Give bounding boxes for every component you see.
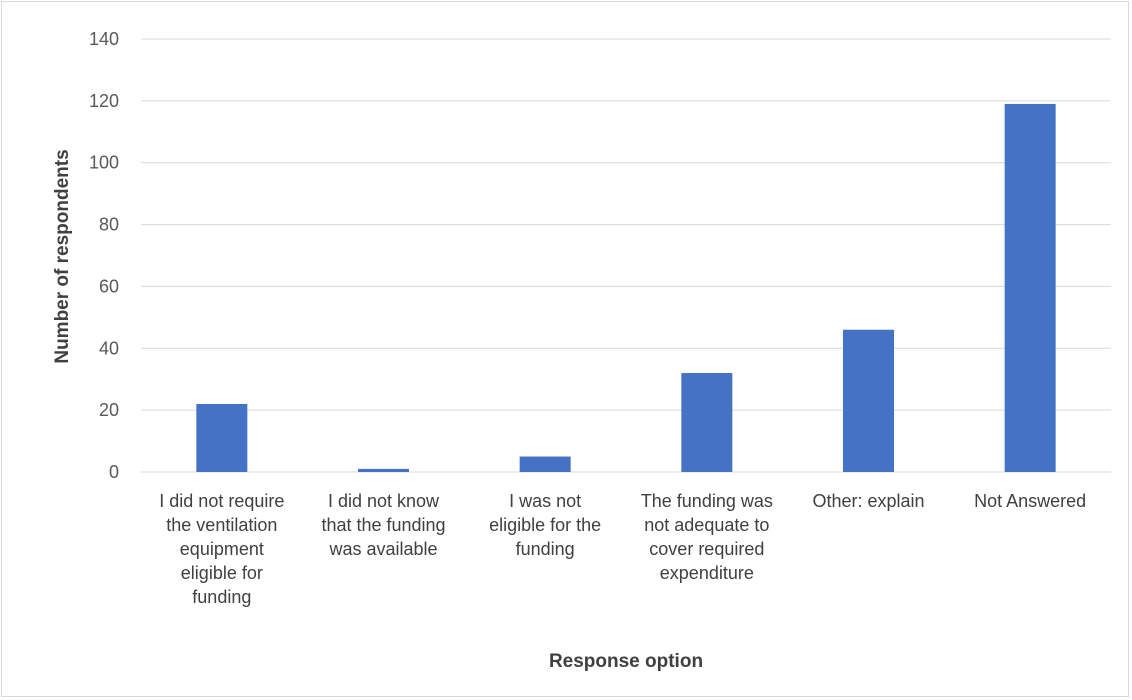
y-tick-label: 80 — [99, 215, 119, 235]
x-category-label-line: Other: explain — [812, 491, 924, 511]
x-category-label-line: not adequate to — [644, 515, 769, 535]
bar — [681, 373, 733, 472]
bar — [196, 403, 248, 472]
x-category-label: Not Answered — [974, 491, 1086, 511]
x-category-label-line: eligible for the — [489, 515, 601, 535]
x-category-label-line: funding — [516, 539, 575, 559]
y-tick-label: 100 — [89, 153, 119, 173]
y-tick-label: 120 — [89, 91, 119, 111]
x-category-label-line: I did not require — [159, 491, 284, 511]
x-category-label-line: cover required — [649, 539, 764, 559]
x-category-label-line: the ventilation — [166, 515, 277, 535]
bar — [1004, 103, 1056, 472]
gridlines — [141, 38, 1111, 473]
x-category-label: Other: explain — [812, 491, 924, 511]
y-axis-title: Number of respondents — [52, 149, 73, 363]
y-tick-label: 40 — [99, 338, 119, 358]
y-tick-label: 60 — [99, 276, 119, 296]
x-category-label-line: The funding was — [641, 491, 773, 511]
x-category-label: I was not eligible for the funding — [489, 491, 601, 559]
x-axis-title: Response option — [549, 651, 703, 672]
bar — [843, 329, 894, 472]
x-category-label-line: I was not — [509, 491, 581, 511]
bar — [519, 456, 571, 472]
bar — [358, 468, 409, 472]
x-category-label-line: funding — [192, 587, 251, 607]
x-category-label-line: equipment — [180, 539, 264, 559]
x-category-label-line: was available — [328, 539, 437, 559]
y-tick-label: 140 — [89, 29, 119, 49]
x-category-label-line: eligible for — [181, 563, 263, 583]
bars — [196, 103, 1056, 472]
x-category-label: I did not require the ventilation equipmen… — [159, 491, 284, 607]
x-category-label-line: that the funding — [321, 515, 445, 535]
x-category-label: I did not know that the funding was availa… — [321, 491, 445, 559]
y-tick-label: 20 — [99, 400, 119, 420]
x-category-label-line: I did not know — [328, 491, 440, 511]
x-category-label-line: expenditure — [660, 563, 754, 583]
x-category-label-line: Not Answered — [974, 491, 1086, 511]
x-category-label: The funding was not adequate to cover requ… — [641, 491, 773, 583]
x-category-labels: I did not require the ventilation equipmen… — [159, 491, 1086, 607]
y-tick-labels: 0 20 40 60 80 100 120 140 — [89, 29, 119, 482]
y-tick-label: 0 — [109, 462, 119, 482]
